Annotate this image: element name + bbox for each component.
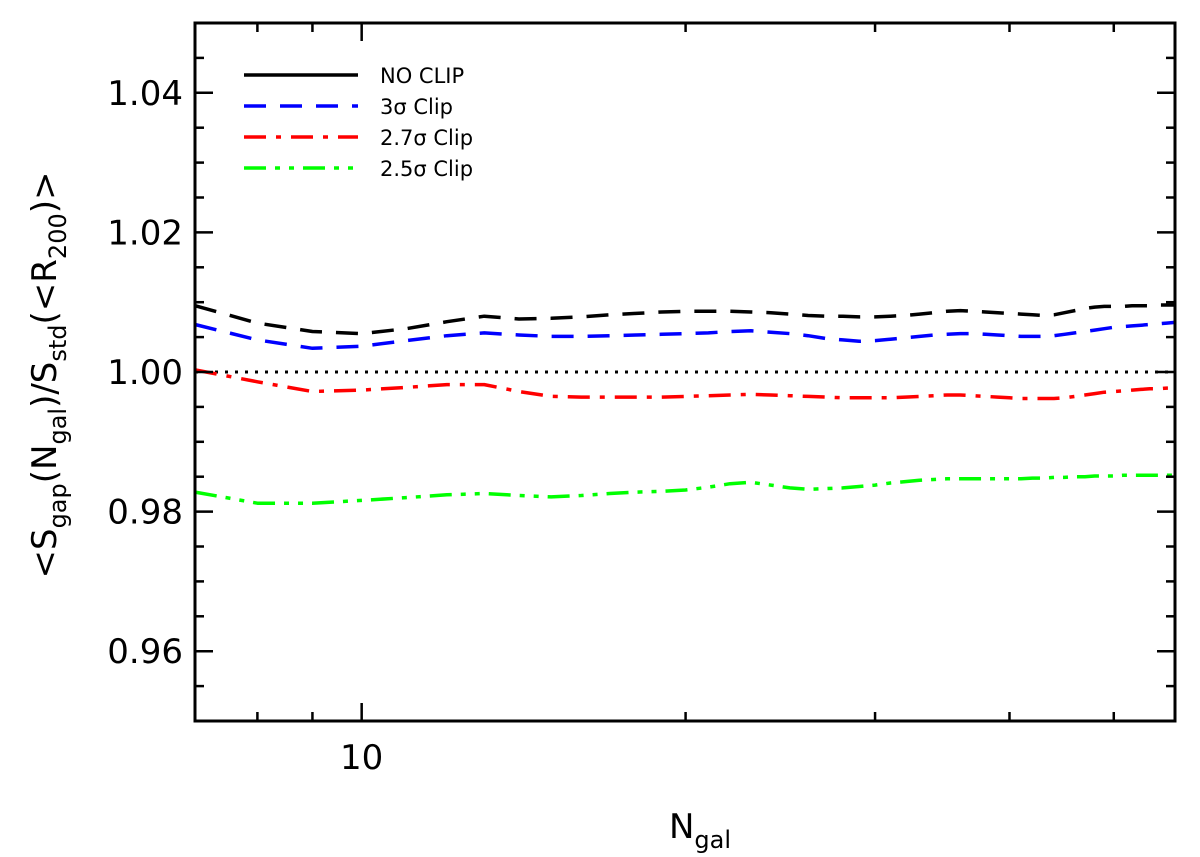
y-axis-label-part: )/S — [25, 362, 65, 408]
y-tick-label: 1.02 — [107, 213, 183, 253]
x-axis-label-sub: gal — [694, 826, 731, 854]
y-axis-label-sub: gap — [44, 483, 72, 528]
x-axis-label: Ngal — [669, 807, 731, 854]
y-axis-label: <Sgap(Ngal)/Sstd(<R200)> — [25, 171, 72, 578]
y-tick-label: 1.00 — [107, 353, 183, 393]
y-axis-label-sub: gal — [44, 408, 72, 445]
legend-label-3: 2.7σ Clip — [380, 126, 473, 150]
series-line-4 — [194, 473, 1175, 505]
y-tick-label: 0.98 — [107, 493, 183, 533]
series-line-2 — [194, 320, 1176, 351]
y-tick-label: 1.04 — [107, 74, 183, 114]
y-axis-label-part: <S — [25, 528, 65, 578]
legend-label-2: 3σ Clip — [380, 95, 453, 119]
legend: NO CLIP 3σ Clip 2.7σ Clip 2.5σ Clip — [244, 64, 473, 181]
series-line-3 — [194, 368, 1175, 401]
series-layer — [194, 303, 1176, 505]
y-axis-label-part: )> — [25, 171, 65, 213]
y-axis-label-part: (<R — [25, 259, 65, 324]
series-line-1 — [194, 303, 1175, 336]
y-tick-label: 0.96 — [107, 632, 183, 672]
legend-label-1: NO CLIP — [380, 64, 464, 88]
legend-label-4: 2.5σ Clip — [380, 157, 473, 181]
x-tick-label: 10 — [340, 738, 383, 778]
x-axis-label-base: N — [669, 807, 694, 847]
tick-layer: 0.96 0.98 1.00 1.02 1.04 10 — [107, 21, 1175, 778]
y-axis-label-part: (N — [25, 445, 65, 484]
y-axis-label-sub: 200 — [44, 213, 72, 259]
y-axis-label-sub: std — [44, 324, 72, 361]
